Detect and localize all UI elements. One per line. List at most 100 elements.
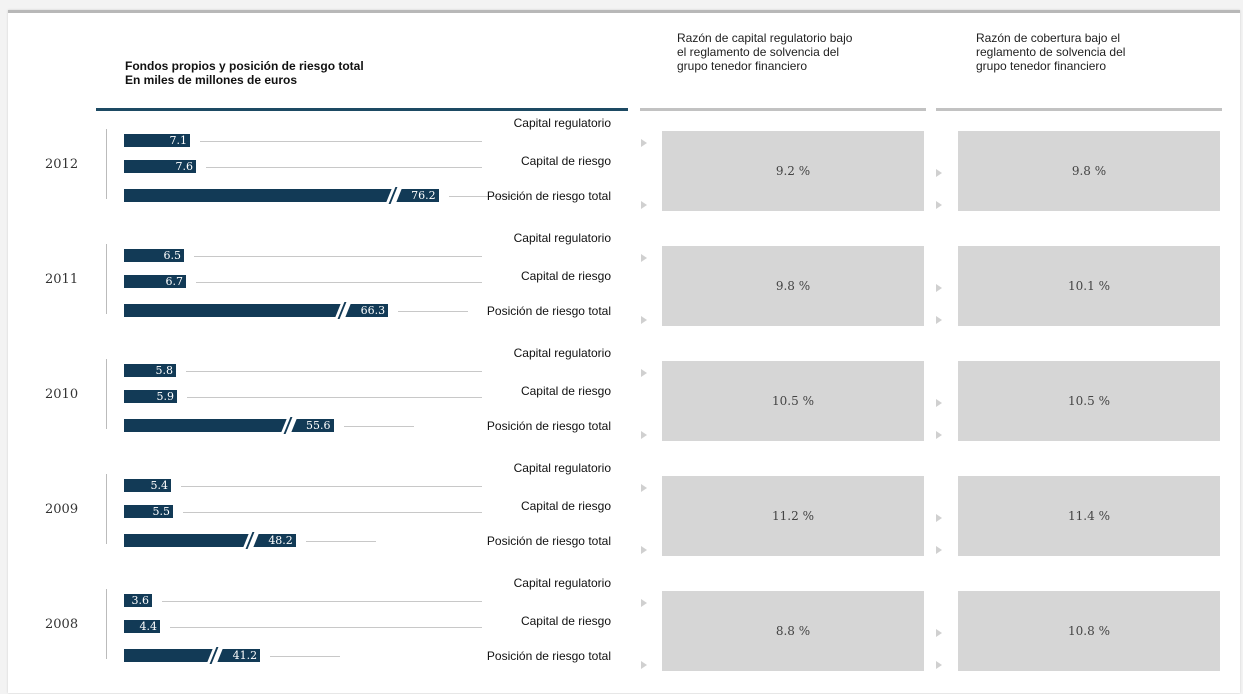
bar-capital-de-riesgo: 5.9 [124,390,177,403]
regulatory-ratio-box: 10.5 % [662,361,924,441]
year-bracket [106,244,107,314]
bar-capital-regulatorio: 6.5 [124,249,184,262]
leader-line [448,196,519,197]
row-label-regulatory: Capital regulatorio [513,461,611,475]
row-label-total: Posición de riesgo total [486,419,611,433]
bar-value-label: 7.6 [175,160,194,173]
bar-value-label: 6.5 [163,249,182,262]
pointer-arrow-icon [641,484,647,492]
bar-posición-de-riesgo-total: 41.2 [124,647,261,664]
bar-value-label: 5.8 [155,364,174,377]
regulatory-ratio-box: 11.2 % [662,476,924,556]
bar-capital-de-riesgo: 6.7 [124,275,186,288]
regulatory-ratio-box: 9.2 % [662,131,924,211]
row-label-total: Posición de riesgo total [486,534,611,548]
bar-capital-de-riesgo: 4.4 [124,620,160,633]
pointer-arrow-icon [936,169,942,177]
coverage-header-line1: Razón de cobertura bajo el [976,31,1121,45]
axis-break-mark [242,532,260,549]
pointer-arrow-icon [641,316,647,324]
row-label-total: Posición de riesgo total [486,189,611,203]
row-label-risk: Capital de riesgo [520,614,611,628]
coverage-header-line3: grupo tenedor financiero [976,59,1107,73]
bar-posición-de-riesgo-total: 48.2 [124,532,296,549]
leader-line [206,167,482,168]
axis-break-mark [206,647,224,664]
row-label-risk: Capital de riesgo [520,499,611,513]
bar-capital-regulatorio: 7.1 [124,134,190,147]
pointer-arrow-icon [936,661,942,669]
bar-value-label: 76.2 [411,189,436,202]
pointer-arrow-icon [641,431,647,439]
header-rule-middle [640,108,926,111]
pointer-arrow-icon [641,661,647,669]
year-bracket [106,129,107,199]
chart-title-line1: Fondos propios y posición de riesgo tota… [125,59,364,73]
leader-line [183,512,482,513]
year-label: 2008 [45,617,79,632]
leader-line [343,426,414,427]
bar-value-label: 3.6 [131,594,150,607]
pointer-arrow-icon [936,546,942,554]
bar-capital-regulatorio: 5.4 [124,479,171,492]
row-label-regulatory: Capital regulatorio [513,116,611,130]
regulatory-ratio-header: Razón de capital regulatorio bajo el reg… [677,31,852,73]
regulatory-ratio-box: 8.8 % [662,591,924,671]
row-label-risk: Capital de riesgo [520,384,611,398]
leader-line [187,397,482,398]
pointer-arrow-icon [936,399,942,407]
year-bracket [106,589,107,659]
leader-line [181,486,482,487]
axis-break-mark [385,187,403,204]
bar-value-label: 7.1 [169,134,188,147]
chart-frame: Fondos propios y posición de riesgo tota… [8,10,1240,693]
year-label: 2011 [45,272,79,287]
row-label-risk: Capital de riesgo [520,154,611,168]
leader-line [270,656,341,657]
pointer-arrow-icon [641,139,647,147]
chart-subtitle: En miles de millones de euros [125,73,298,87]
leader-line [305,541,376,542]
bar-posición-de-riesgo-total: 66.3 [124,302,389,319]
row-label-total: Posición de riesgo total [486,304,611,318]
leader-line [196,282,482,283]
pointer-arrow-icon [936,514,942,522]
bar-value-label: 48.2 [268,534,293,547]
bar-posición-de-riesgo-total: 76.2 [124,187,439,204]
pointer-arrow-icon [641,546,647,554]
bar-capital-regulatorio: 3.6 [124,594,152,607]
year-bracket [106,474,107,544]
bar-capital-de-riesgo: 5.5 [124,505,173,518]
leader-line [398,311,469,312]
coverage-ratio-box: 10.5 % [958,361,1220,441]
bar-value-label: 5.9 [156,390,175,403]
pointer-arrow-icon [641,369,647,377]
pointer-arrow-icon [936,201,942,209]
coverage-ratio-header: Razón de cobertura bajo el reglamento de… [976,31,1125,73]
bar-capital-de-riesgo: 7.6 [124,160,196,173]
axis-break-mark [334,302,352,319]
pointer-arrow-icon [641,254,647,262]
header-rule-right [936,108,1222,111]
pointer-arrow-icon [936,316,942,324]
year-bracket [106,359,107,429]
bar-posición-de-riesgo-total: 55.6 [124,417,334,434]
bar-capital-regulatorio: 5.8 [124,364,176,377]
chart-title: Fondos propios y posición de riesgo tota… [125,59,364,87]
leader-line [200,141,482,142]
leader-line [170,627,482,628]
row-label-regulatory: Capital regulatorio [513,576,611,590]
year-label: 2012 [45,157,79,172]
leader-line [186,371,482,372]
coverage-ratio-box: 10.8 % [958,591,1220,671]
bar-value-label: 41.2 [232,649,258,662]
bar-value-label: 66.3 [360,304,386,317]
pointer-arrow-icon [936,284,942,292]
coverage-ratio-box: 10.1 % [958,246,1220,326]
regulatory-header-line3: grupo tenedor financiero [677,59,808,73]
leader-line [194,256,482,257]
bar-value-label: 4.4 [139,620,158,633]
row-label-regulatory: Capital regulatorio [513,231,611,245]
pointer-arrow-icon [641,201,647,209]
bar-value-label: 55.6 [306,419,331,432]
